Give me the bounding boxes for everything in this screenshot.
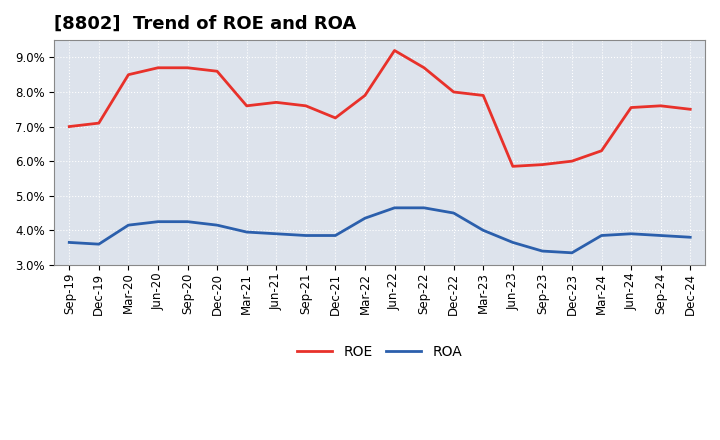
ROE — [243, 103, 251, 108]
ROA — [243, 229, 251, 235]
ROE — [302, 103, 310, 108]
ROA — [213, 223, 222, 228]
ROE — [567, 158, 576, 164]
ROE — [657, 103, 665, 108]
Line: ROE: ROE — [69, 51, 690, 166]
ROE — [449, 89, 458, 95]
ROA — [302, 233, 310, 238]
ROA — [94, 242, 103, 247]
Legend: ROE, ROA: ROE, ROA — [292, 339, 467, 364]
ROE — [361, 93, 369, 98]
Text: [8802]  Trend of ROE and ROA: [8802] Trend of ROE and ROA — [55, 15, 356, 33]
ROE — [420, 65, 428, 70]
ROE — [686, 106, 695, 112]
ROA — [390, 205, 399, 210]
ROE — [538, 162, 546, 167]
ROE — [124, 72, 132, 77]
ROA — [153, 219, 162, 224]
ROA — [626, 231, 635, 236]
ROE — [390, 48, 399, 53]
ROA — [479, 227, 487, 233]
ROA — [65, 240, 73, 245]
ROA — [508, 240, 517, 245]
ROE — [626, 105, 635, 110]
ROA — [272, 231, 281, 236]
ROA — [124, 223, 132, 228]
ROE — [479, 93, 487, 98]
ROE — [183, 65, 192, 70]
ROE — [65, 124, 73, 129]
ROA — [420, 205, 428, 210]
ROA — [331, 233, 340, 238]
ROA — [657, 233, 665, 238]
ROA — [597, 233, 606, 238]
ROA — [567, 250, 576, 256]
ROE — [508, 164, 517, 169]
ROE — [94, 121, 103, 126]
ROA — [449, 210, 458, 216]
ROA — [686, 235, 695, 240]
ROE — [597, 148, 606, 154]
ROE — [331, 115, 340, 121]
ROA — [183, 219, 192, 224]
Line: ROA: ROA — [69, 208, 690, 253]
ROE — [213, 69, 222, 74]
ROE — [153, 65, 162, 70]
ROE — [272, 100, 281, 105]
ROA — [361, 216, 369, 221]
ROA — [538, 249, 546, 254]
